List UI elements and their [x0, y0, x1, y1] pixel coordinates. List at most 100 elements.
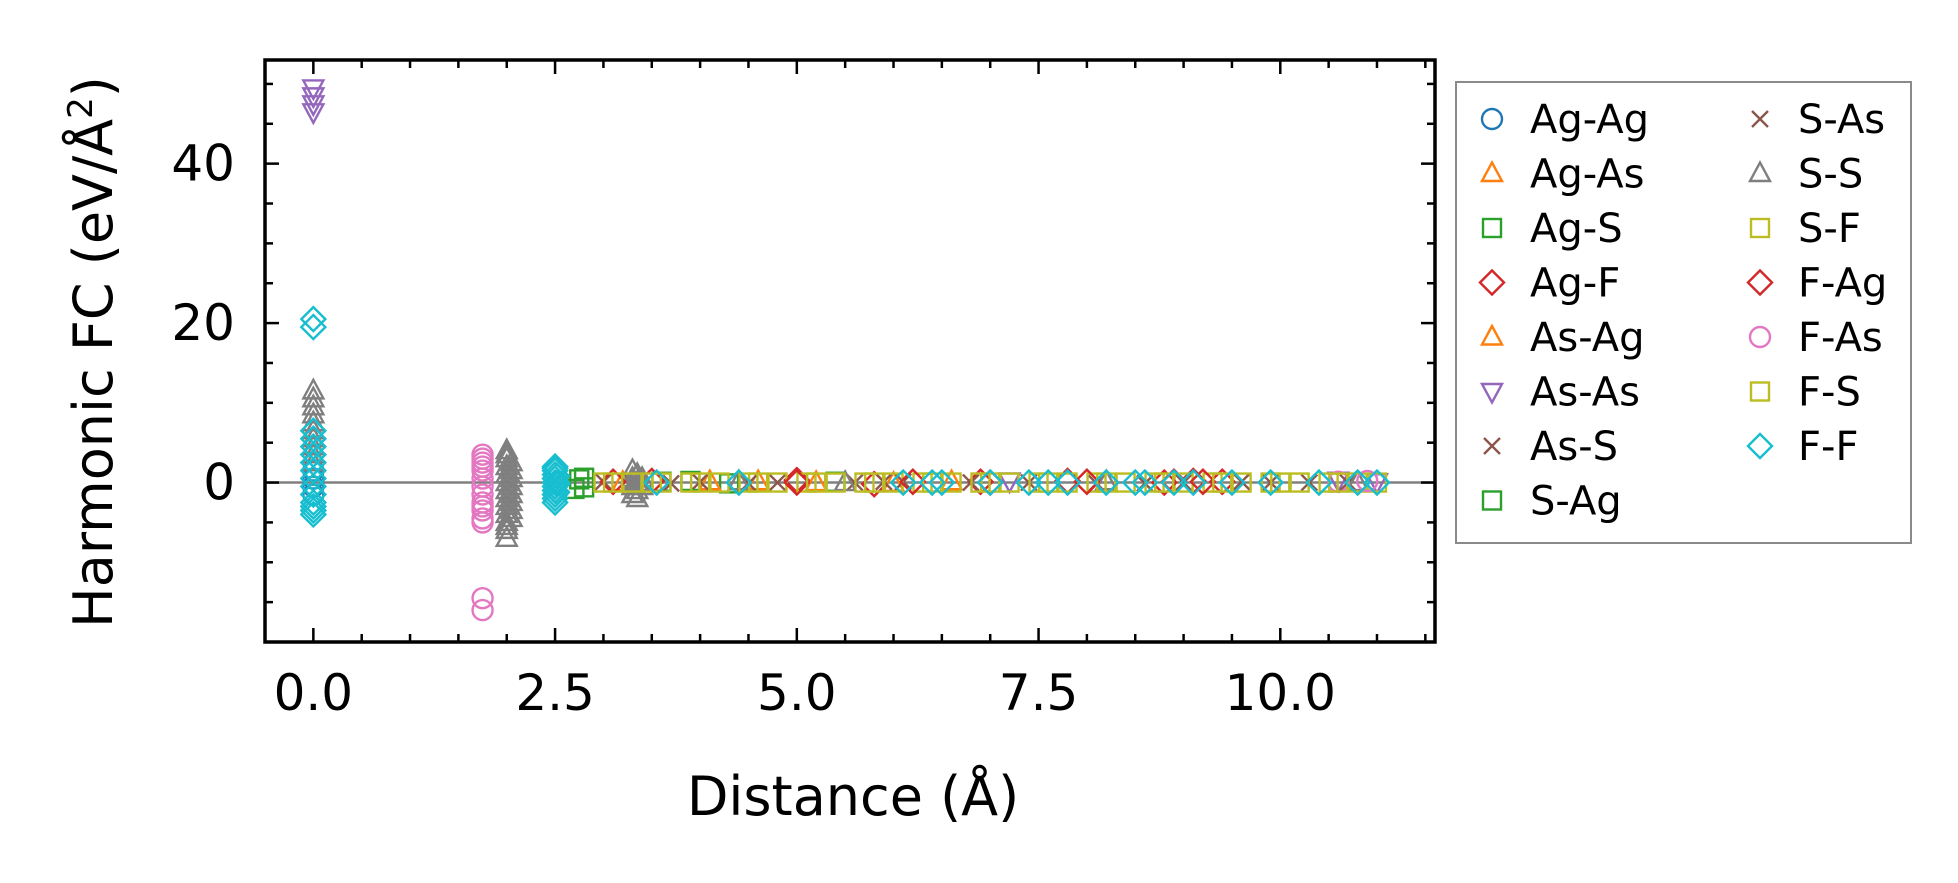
point-f-f [1092, 468, 1120, 497]
point-f-f [299, 480, 328, 509]
legend-entry-ag-ag: Ag-Ag [1480, 97, 1649, 143]
point-s-s [301, 409, 326, 432]
point-s-s [625, 484, 650, 508]
legend-label: Ag-As [1530, 152, 1645, 198]
legend-label: As-As [1530, 370, 1640, 416]
point-as-as [301, 79, 326, 102]
point-f-s [805, 472, 827, 493]
point-f-ag [783, 468, 811, 497]
data-layer [299, 79, 1391, 622]
point-f-as [471, 459, 494, 482]
series-f-s [602, 472, 1349, 493]
x-tick-label: 10.0 [1225, 664, 1336, 722]
legend-marker-f-ag [1746, 268, 1774, 297]
legend-entry-ag-f: Ag-F [1478, 261, 1620, 307]
point-f-f [1256, 468, 1285, 497]
point-as-ag [939, 468, 964, 491]
legend-entry-f-ag: F-Ag [1746, 261, 1887, 307]
point-s-f [825, 472, 846, 493]
point-s-s [499, 473, 524, 496]
point-f-f [543, 462, 571, 490]
series-as-as [301, 79, 1389, 496]
legend-label: F-As [1798, 315, 1883, 361]
point-ag-ag [302, 467, 325, 490]
legend-marker-f-as [1748, 325, 1772, 349]
point-f-s [602, 472, 624, 493]
point-f-f [918, 468, 946, 497]
point-as-as [301, 87, 326, 110]
point-s-s [301, 377, 326, 400]
point-f-s [1212, 472, 1233, 493]
point-f-s [980, 472, 1001, 493]
point-f-f [1179, 468, 1207, 497]
x-axis-label: Distance (Å) [687, 764, 1019, 828]
legend-entry-f-s: F-S [1749, 370, 1861, 416]
point-f-f [1305, 468, 1333, 497]
legend-entry-s-as: S-As [1751, 97, 1885, 143]
y-axis-label: Harmonic FC (eV/Å2) [61, 76, 125, 628]
point-s-s [499, 449, 524, 472]
point-f-f [543, 468, 571, 497]
legend-entry-as-ag: As-Ag [1479, 315, 1645, 361]
point-s-s [494, 524, 519, 548]
point-f-f [541, 454, 569, 482]
point-s-s [301, 385, 326, 408]
legend-marker-as-s [1483, 437, 1501, 455]
point-s-s [620, 480, 645, 504]
legend-label: Ag-Ag [1530, 97, 1649, 143]
x-tick-label: 7.5 [999, 664, 1079, 722]
point-as-s [1174, 473, 1193, 492]
legend-label: S-Ag [1530, 479, 1622, 525]
point-f-s [1096, 472, 1117, 493]
point-s-s [301, 417, 326, 440]
point-f-s [921, 472, 943, 493]
point-f-as [471, 483, 494, 506]
legend-label: S-F [1798, 206, 1861, 252]
legend-marker-ag-f [1478, 268, 1506, 297]
point-f-s [689, 472, 711, 493]
legend-label: F-F [1798, 424, 1858, 470]
point-f-as [471, 511, 494, 534]
point-f-s [1270, 472, 1291, 493]
legend-marker-f-f [1746, 432, 1774, 460]
legend-entry-as-as: As-As [1479, 370, 1640, 416]
legend-marker-ag-as [1479, 159, 1505, 183]
point-f-f [299, 305, 328, 333]
point-f-f [1343, 468, 1372, 497]
point-f-f [1160, 468, 1188, 497]
point-f-f [299, 496, 328, 525]
legend-marker-ag-ag [1480, 107, 1504, 131]
point-f-f [1131, 468, 1159, 497]
point-f-f [725, 468, 753, 497]
point-f-f [299, 313, 328, 341]
point-s-s [499, 488, 524, 512]
legend-marker-as-ag [1479, 323, 1505, 346]
ticks: 0.0 2.5 5.0 7.5 10.0 0 20 40 [171, 60, 1435, 722]
legend-marker-s-ag [1481, 490, 1503, 511]
legend-label: S-As [1798, 97, 1885, 143]
series-s-s [301, 377, 1370, 548]
point-ag-ag [302, 483, 325, 506]
legend-marker-s-f [1749, 217, 1771, 239]
legend-entry-s-s: S-S [1747, 152, 1863, 198]
point-f-f [1015, 468, 1043, 497]
legend-marker-as-as [1479, 382, 1505, 406]
plot-frame [263, 58, 1437, 644]
legend-label: F-S [1798, 370, 1861, 416]
legend-marker-s-s [1747, 159, 1773, 183]
legend-label: F-Ag [1798, 261, 1887, 307]
point-f-as [471, 586, 494, 610]
series-f-f [299, 305, 1391, 529]
point-f-f [1121, 468, 1149, 497]
y-tick-label: 40 [171, 135, 235, 193]
point-s-s [1345, 469, 1370, 492]
point-as-as [301, 95, 326, 118]
y-tick-label: 20 [171, 294, 235, 352]
point-as-as [301, 103, 326, 126]
legend-label: Ag-S [1530, 206, 1623, 252]
point-ag-ag [302, 475, 325, 498]
point-s-s [499, 480, 524, 504]
point-s-s [494, 500, 519, 524]
point-f-f [299, 492, 328, 521]
